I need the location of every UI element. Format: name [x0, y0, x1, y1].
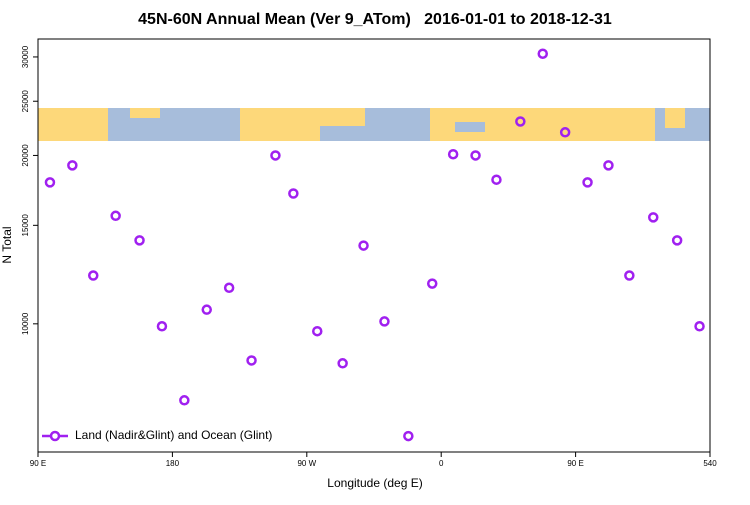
- point: [246, 355, 257, 366]
- point: [515, 116, 526, 127]
- point: [470, 150, 481, 161]
- x-tick-label: 90 E: [567, 459, 583, 468]
- point: [223, 282, 235, 294]
- x-tick-label: 90 W: [297, 459, 316, 468]
- point: [270, 150, 281, 161]
- point: [337, 358, 348, 369]
- x-tick-label: 540: [703, 459, 717, 468]
- x-tick-label: 180: [166, 459, 180, 468]
- x-axis-label: Longitude (deg E): [327, 476, 422, 490]
- point: [44, 177, 56, 188]
- point: [312, 325, 323, 337]
- x-tick-label: 90 E: [30, 459, 46, 468]
- point: [288, 188, 299, 199]
- y-tick-label: 30000: [21, 45, 30, 68]
- point: [201, 304, 212, 315]
- x-tick-label: 0: [439, 459, 444, 468]
- point: [648, 212, 659, 223]
- point: [491, 174, 502, 185]
- y-tick-label: 10000: [21, 312, 30, 335]
- legend-marker: [49, 430, 61, 442]
- plot-frame: [37, 38, 711, 453]
- y-axis-label: N Total: [0, 226, 14, 263]
- point: [358, 240, 369, 251]
- point: [694, 321, 705, 332]
- chart-title: 45N-60N Annual Mean (Ver 9_ATom) 2016-01…: [138, 11, 612, 28]
- y-tick-label: 15000: [21, 214, 30, 237]
- point: [624, 270, 635, 281]
- point: [603, 160, 614, 171]
- point: [447, 148, 459, 160]
- point: [426, 278, 438, 289]
- y-tick-label: 25000: [21, 90, 30, 113]
- point: [156, 321, 168, 332]
- point: [110, 210, 121, 222]
- point: [134, 235, 145, 246]
- point: [67, 160, 78, 171]
- point: [559, 127, 571, 138]
- point: [671, 235, 683, 246]
- point: [537, 48, 548, 59]
- point: [179, 395, 190, 406]
- point: [582, 177, 593, 188]
- point: [403, 430, 414, 442]
- map-strip: [38, 108, 710, 141]
- legend-label: Land (Nadir&Glint) and Ocean (Glint): [75, 428, 272, 442]
- point: [88, 270, 99, 281]
- y-tick-label: 20000: [21, 144, 30, 167]
- point: [379, 316, 390, 327]
